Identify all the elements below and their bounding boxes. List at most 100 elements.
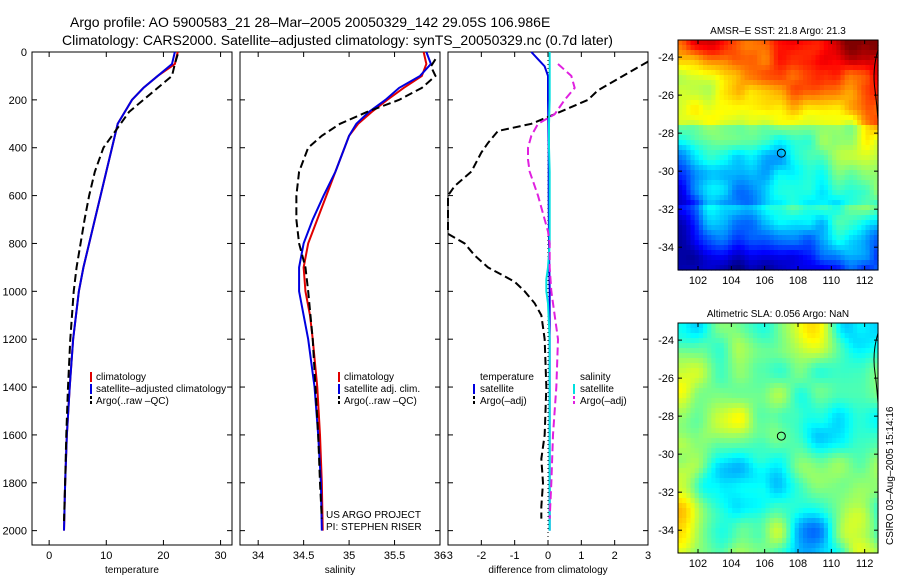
map-cell: [719, 235, 725, 241]
map-cell: [711, 220, 717, 226]
map-cell: [828, 373, 833, 379]
map-cell: [732, 250, 737, 256]
map-cell: [840, 513, 846, 519]
map-cell: [857, 353, 862, 359]
map-cell: [865, 200, 871, 206]
map-cell: [865, 90, 871, 96]
map-cell: [836, 80, 842, 86]
map-cell: [853, 145, 858, 151]
map-cell: [823, 363, 829, 369]
map-cell: [869, 175, 875, 181]
map-cell: [869, 190, 875, 196]
map-cell: [694, 255, 700, 261]
map-cell: [761, 215, 767, 221]
map-cell: [773, 543, 779, 549]
map-cell: [861, 408, 867, 414]
map-cell: [869, 170, 875, 176]
map-cell: [782, 180, 787, 186]
map-cell: [682, 115, 687, 121]
map-cell: [740, 245, 746, 251]
map-cell: [869, 135, 875, 141]
map-cell: [828, 205, 833, 211]
map-cell: [815, 498, 821, 504]
map-cell: [719, 548, 725, 554]
map-cell: [790, 413, 796, 419]
map-cell: [757, 175, 762, 181]
map-cell: [740, 373, 746, 379]
map-cell: [807, 323, 812, 329]
map-cell: [840, 160, 846, 166]
map-cell: [757, 358, 762, 364]
map-cell: [678, 150, 683, 156]
map-cell: [765, 333, 771, 339]
map-cell: [823, 55, 829, 61]
map-cell: [786, 195, 792, 201]
map-cell: [803, 543, 808, 549]
map-cell: [769, 508, 775, 514]
map-cell: [840, 115, 846, 121]
map-cell: [711, 165, 717, 171]
map-cell: [786, 135, 792, 141]
map-cell: [698, 378, 704, 384]
map-cell: [698, 488, 704, 494]
map-cell: [782, 493, 787, 499]
y-tick-label: -26: [658, 373, 674, 385]
map-cell: [836, 443, 842, 449]
map-cell: [819, 468, 825, 474]
map-cell: [836, 433, 842, 439]
map-cell: [773, 145, 779, 151]
map-cell: [794, 378, 800, 384]
map-cell: [715, 215, 721, 221]
map-cell: [753, 403, 758, 409]
map-cell: [694, 443, 700, 449]
map-cell: [728, 225, 733, 231]
map-cell: [828, 120, 833, 126]
map-cell: [707, 110, 712, 116]
map-cell: [719, 413, 725, 419]
map-cell: [807, 245, 812, 251]
map-cell: [748, 468, 754, 474]
map-cell: [844, 135, 850, 141]
x-tick-label: 2: [612, 550, 618, 562]
map-cell: [748, 255, 754, 261]
map-cell: [703, 135, 708, 141]
map-cell: [761, 443, 767, 449]
map-cell: [765, 338, 771, 344]
map-cell: [723, 250, 729, 256]
map-cell: [807, 155, 812, 161]
map-cell: [761, 210, 767, 216]
map-cell: [707, 353, 712, 359]
map-cell: [861, 378, 867, 384]
map-cell: [732, 343, 737, 349]
map-cell: [840, 260, 846, 266]
map-cell: [686, 255, 692, 261]
map-cell: [782, 443, 787, 449]
map-cell: [832, 428, 837, 434]
map-cell: [848, 260, 854, 266]
map-cell: [753, 363, 758, 369]
map-cell: [790, 120, 796, 126]
map-cell: [740, 40, 746, 46]
map-cell: [769, 373, 775, 379]
map-cell: [873, 220, 879, 226]
map-cell: [698, 200, 704, 206]
map-cell: [715, 373, 721, 379]
map-cell: [828, 483, 833, 489]
map-cell: [828, 130, 833, 136]
map-cell: [694, 333, 700, 339]
map-cell: [732, 190, 737, 196]
map-cell: [873, 165, 879, 171]
map-cell: [844, 548, 850, 554]
map-cell: [765, 538, 771, 544]
map-cell: [778, 135, 783, 141]
map-cell: [840, 95, 846, 101]
map-cell: [748, 523, 754, 529]
map-cell: [832, 408, 837, 414]
map-cell: [869, 453, 875, 459]
map-cell: [869, 105, 875, 111]
map-cell: [723, 205, 729, 211]
map-cell: [861, 235, 867, 241]
map-cell: [828, 75, 833, 81]
map-cell: [773, 538, 779, 544]
map-cell: [853, 215, 858, 221]
